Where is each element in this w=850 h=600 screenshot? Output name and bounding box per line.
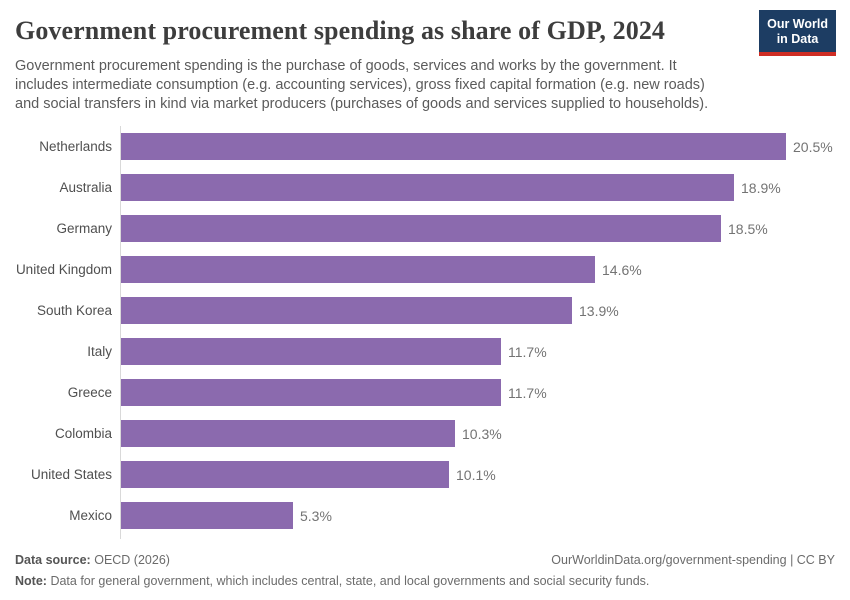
- bar-row: Mexico 5.3%: [15, 495, 835, 536]
- bar-track: 18.9%: [112, 167, 835, 208]
- country-label: Greece: [67, 385, 112, 401]
- bar-row: Netherlands 20.5%: [15, 126, 835, 167]
- value-label: 5.3%: [300, 507, 332, 524]
- bar-row: United Kingdom 14.6%: [15, 249, 835, 290]
- bar-track: 20.5%: [112, 126, 835, 167]
- bar: [121, 502, 293, 530]
- bar-rows: Netherlands 20.5% Australia 18.9% Germany 18.…: [15, 126, 835, 536]
- bar-row: Italy 11.7%: [15, 331, 835, 372]
- bar: [121, 133, 786, 161]
- y-axis-line: [120, 126, 121, 540]
- chart-note: Note: Data for general government, which…: [15, 574, 835, 588]
- country-label: Colombia: [54, 426, 112, 442]
- value-label: 13.9%: [579, 302, 619, 319]
- country-label: United States: [30, 467, 112, 483]
- owid-logo-line1: Our World: [767, 17, 828, 31]
- note-value: Data for general government, which inclu…: [50, 574, 650, 588]
- bar: [121, 379, 501, 407]
- bar: [121, 420, 455, 448]
- country-label: Mexico: [69, 508, 112, 524]
- value-label: 11.7%: [508, 343, 547, 360]
- bar: [121, 297, 572, 325]
- bar: [121, 338, 501, 366]
- country-label: South Korea: [36, 303, 112, 319]
- chart-title: Government procurement spending as share…: [15, 16, 666, 45]
- value-label: 11.7%: [508, 384, 547, 401]
- bar-track: 11.7%: [112, 372, 835, 413]
- bar-row: Colombia 10.3%: [15, 413, 835, 454]
- value-label: 20.5%: [793, 138, 833, 155]
- bar-track: 13.9%: [112, 290, 835, 331]
- bar: [121, 174, 734, 202]
- bar-row: South Korea 13.9%: [15, 290, 835, 331]
- value-label: 18.5%: [728, 220, 768, 237]
- country-label: Australia: [59, 180, 112, 196]
- bar-track: 5.3%: [112, 495, 835, 536]
- data-source-value: OECD (2026): [94, 553, 170, 567]
- bar-track: 10.3%: [112, 413, 835, 454]
- bar-row: Greece 11.7%: [15, 372, 835, 413]
- bar-track: 14.6%: [112, 249, 835, 290]
- bar-track: 10.1%: [112, 454, 835, 495]
- bar-chart: Netherlands 20.5% Australia 18.9% Germany 18.…: [15, 126, 835, 540]
- note-label: Note:: [15, 574, 47, 588]
- owid-logo-line2: in Data: [776, 31, 819, 46]
- bar-row: Germany 18.5%: [15, 208, 835, 249]
- chart-subtitle: Government procurement spending is the p…: [15, 58, 709, 113]
- data-source: Data source: OECD (2026): [15, 553, 170, 567]
- bar: [121, 215, 721, 243]
- value-label: 18.9%: [741, 179, 781, 196]
- value-label: 10.3%: [462, 425, 502, 442]
- data-source-label: Data source:: [15, 553, 91, 567]
- bar: [121, 461, 449, 489]
- value-label: 14.6%: [602, 261, 642, 278]
- owid-logo: Our World in Data: [759, 10, 836, 56]
- bar: [121, 256, 595, 284]
- chart-footer: Data source: OECD (2026) OurWorldinData.…: [15, 553, 835, 588]
- country-label: United Kingdom: [15, 262, 112, 278]
- value-label: 10.1%: [456, 466, 496, 483]
- attribution: OurWorldinData.org/government-spending |…: [551, 553, 835, 567]
- country-label: Italy: [87, 344, 112, 360]
- bar-track: 11.7%: [112, 331, 835, 372]
- bar-row: Australia 18.9%: [15, 167, 835, 208]
- bar-row: United States 10.1%: [15, 454, 835, 495]
- country-label: Netherlands: [39, 139, 112, 155]
- bar-track: 18.5%: [112, 208, 835, 249]
- country-label: Germany: [56, 221, 112, 237]
